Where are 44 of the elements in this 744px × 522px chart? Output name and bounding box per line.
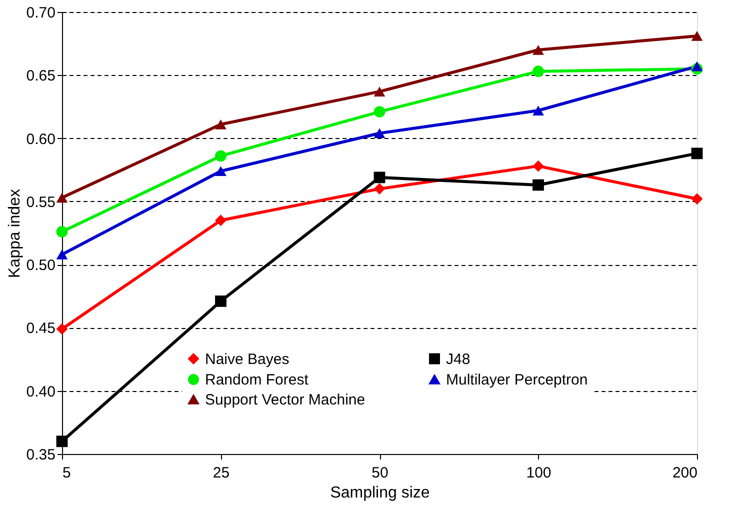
y-tick-label: 0.65 xyxy=(26,68,56,85)
legend-label: Random Forest xyxy=(205,372,310,388)
point xyxy=(56,323,68,335)
x-axis-title: Sampling size xyxy=(330,484,430,502)
point xyxy=(532,160,544,172)
point xyxy=(691,193,703,205)
y-tick-label: 0.40 xyxy=(26,383,56,400)
legend-label: Naive Bayes xyxy=(205,350,290,368)
point xyxy=(374,86,386,96)
point xyxy=(532,106,544,116)
y-tick-label: 0.35 xyxy=(26,446,56,464)
point xyxy=(532,44,544,55)
y-tick-label: 0.55 xyxy=(26,194,56,211)
y-tick-label: 0.45 xyxy=(26,320,56,338)
point xyxy=(56,250,68,260)
point xyxy=(215,150,226,162)
point xyxy=(691,148,703,160)
x-tick-label: 200 xyxy=(672,464,698,482)
x-tick-label: 100 xyxy=(526,464,552,482)
point xyxy=(374,128,386,138)
y-tick-label: 0.70 xyxy=(26,4,56,22)
y-tick-label: 0.60 xyxy=(26,130,56,148)
y-axis-title: Kappa index xyxy=(6,189,24,278)
legend-label: Multilayer Perceptron xyxy=(446,372,588,388)
point xyxy=(56,192,68,203)
point xyxy=(374,183,386,194)
point xyxy=(532,179,544,191)
point xyxy=(374,106,386,118)
point xyxy=(374,172,386,184)
point xyxy=(56,226,68,238)
x-tick-label: 50 xyxy=(372,464,388,482)
point xyxy=(215,119,226,130)
point xyxy=(691,61,703,72)
point xyxy=(215,166,226,176)
point xyxy=(215,214,226,226)
point xyxy=(56,436,68,448)
y-tick-label: 0.50 xyxy=(26,257,56,274)
legend-label: Support Vector Machine xyxy=(205,392,366,408)
x-tick-label: 25 xyxy=(212,464,230,482)
legend-label: J48 xyxy=(446,350,470,368)
point xyxy=(532,66,544,78)
point xyxy=(691,31,703,41)
point xyxy=(215,295,226,307)
x-tick-label: 5 xyxy=(62,464,71,482)
